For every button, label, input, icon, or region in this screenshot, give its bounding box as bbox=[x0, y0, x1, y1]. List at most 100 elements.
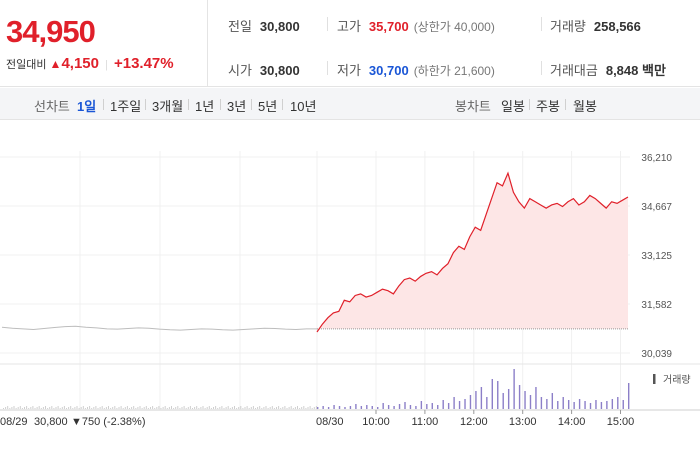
period-1d[interactable]: 1일 bbox=[77, 99, 97, 114]
volume-bar bbox=[124, 407, 126, 409]
volume-bar bbox=[453, 397, 455, 409]
period-3y[interactable]: 3년 bbox=[227, 99, 247, 114]
x-tick-label: 13:00 bbox=[509, 416, 537, 428]
volume-bar bbox=[404, 402, 406, 409]
volume-bar bbox=[51, 406, 53, 409]
stat-value: 8,848 백만 bbox=[605, 63, 666, 78]
volume-bar bbox=[53, 408, 55, 409]
line-chart-label[interactable]: 선차트 bbox=[34, 99, 70, 114]
volume-bar bbox=[40, 408, 42, 409]
volume-bar bbox=[61, 407, 63, 409]
volume-bar bbox=[426, 404, 428, 409]
period-1w[interactable]: 1주일 bbox=[110, 99, 142, 114]
stat-label: 저가 bbox=[337, 63, 361, 78]
volume-bar bbox=[551, 393, 554, 409]
volume-bar bbox=[273, 408, 275, 409]
volume-bar bbox=[84, 408, 86, 409]
stat-value: 30,700 bbox=[368, 63, 409, 78]
period-5y[interactable]: 5년 bbox=[258, 99, 278, 114]
volume-bar bbox=[38, 406, 40, 409]
volume-bar bbox=[303, 406, 305, 409]
volume-bar bbox=[290, 406, 292, 409]
volume-bar bbox=[143, 407, 145, 409]
stat-label: 고가 bbox=[337, 19, 361, 34]
volume-bar bbox=[242, 408, 244, 409]
candle-daily[interactable]: 일봉 bbox=[501, 99, 525, 114]
x-axis-labels: 08/29 30,800 ▼750 (-2.38%) 08/30 10:00 11:00 1… bbox=[0, 410, 634, 428]
quote-summary: 34,950 전일대비 ▲4,150 | +13.47% 전일 30,800 고가… bbox=[0, 0, 700, 87]
volume-bar bbox=[99, 407, 101, 409]
divider bbox=[251, 99, 252, 110]
volume-bar bbox=[491, 379, 493, 409]
volume-bar bbox=[93, 407, 95, 409]
volume-bar bbox=[284, 406, 286, 409]
volume-bar bbox=[225, 407, 227, 409]
period-10y[interactable]: 10년 bbox=[290, 99, 317, 114]
volume-bar bbox=[120, 406, 122, 409]
volume-bar bbox=[382, 403, 384, 409]
volume-bar bbox=[72, 408, 74, 409]
volume-bar bbox=[150, 407, 151, 409]
change-percent: +13.47% bbox=[113, 55, 174, 72]
volume-bar bbox=[177, 406, 179, 409]
divider bbox=[145, 99, 146, 110]
today-date-label: 08/30 bbox=[316, 416, 344, 428]
volume-bar bbox=[409, 405, 412, 409]
volume-bar bbox=[49, 407, 51, 409]
volume-bar bbox=[229, 408, 231, 409]
volume-bar bbox=[47, 408, 49, 409]
volume-bar bbox=[611, 399, 614, 409]
current-price: 34,950 bbox=[6, 14, 96, 49]
volume-bar bbox=[420, 401, 423, 409]
volume-bar bbox=[74, 407, 76, 409]
volume-bar bbox=[97, 408, 99, 409]
change-info: 전일대비 ▲4,150 | +13.47% bbox=[6, 55, 174, 72]
candle-weekly[interactable]: 주봉 bbox=[536, 99, 560, 114]
volume-bar bbox=[129, 408, 130, 409]
volume-bar bbox=[135, 408, 137, 409]
volume-bar bbox=[103, 408, 105, 409]
period-3m[interactable]: 3개월 bbox=[152, 99, 184, 114]
volume-bar bbox=[535, 387, 537, 409]
volume-bar bbox=[208, 406, 210, 409]
volume-bar bbox=[458, 401, 461, 409]
volume-bar bbox=[173, 408, 175, 409]
volume-bar bbox=[469, 395, 472, 409]
volume-bar bbox=[248, 408, 250, 409]
volume-bar bbox=[447, 403, 450, 409]
divider: | bbox=[105, 59, 108, 71]
volume-bar bbox=[546, 399, 548, 409]
stat-value: 30,800 bbox=[259, 63, 300, 78]
stat-high: 고가 35,700 (상한가 40,000) bbox=[337, 16, 495, 35]
volume-bar bbox=[196, 406, 198, 409]
volume-bar bbox=[122, 408, 124, 409]
volume-bar bbox=[200, 407, 202, 409]
volume-bar bbox=[162, 407, 164, 409]
volume-bar bbox=[595, 400, 597, 409]
volume-bar bbox=[219, 407, 221, 409]
volume-bar bbox=[257, 407, 259, 409]
volume-bar bbox=[480, 387, 483, 409]
volume-bar bbox=[313, 407, 315, 409]
stat-label: 시가 bbox=[228, 63, 252, 78]
volume-bar bbox=[236, 408, 238, 409]
volume-bar bbox=[76, 406, 78, 409]
volume-bar bbox=[231, 407, 233, 409]
stat-sub: (하한가 21,600) bbox=[413, 64, 495, 78]
period-1y[interactable]: 1년 bbox=[195, 99, 215, 114]
price-chart[interactable]: 36,210 34,667 33,125 31,582 30,039 ▎거래량 08/2… bbox=[0, 121, 700, 450]
volume-bar bbox=[294, 407, 296, 409]
volume-bar bbox=[261, 408, 263, 409]
volume-bar bbox=[70, 406, 72, 409]
volume-bar bbox=[57, 406, 59, 409]
candle-monthly[interactable]: 월봉 bbox=[573, 99, 597, 114]
volume-bar bbox=[437, 405, 439, 409]
volume-bar bbox=[366, 405, 368, 409]
candle-chart-label[interactable]: 봉차트 bbox=[455, 99, 491, 114]
volume-bar bbox=[133, 406, 135, 409]
volume-bar bbox=[234, 406, 235, 409]
stat-label: 거래대금 bbox=[550, 63, 598, 78]
chart-toolbar: 선차트 1일 1주일 3개월 1년 3년 5년 10년 봉차트 일봉 주봉 월봉 bbox=[0, 88, 700, 120]
volume-bar bbox=[305, 408, 307, 409]
prev-close-info: 30,800 bbox=[34, 416, 68, 428]
